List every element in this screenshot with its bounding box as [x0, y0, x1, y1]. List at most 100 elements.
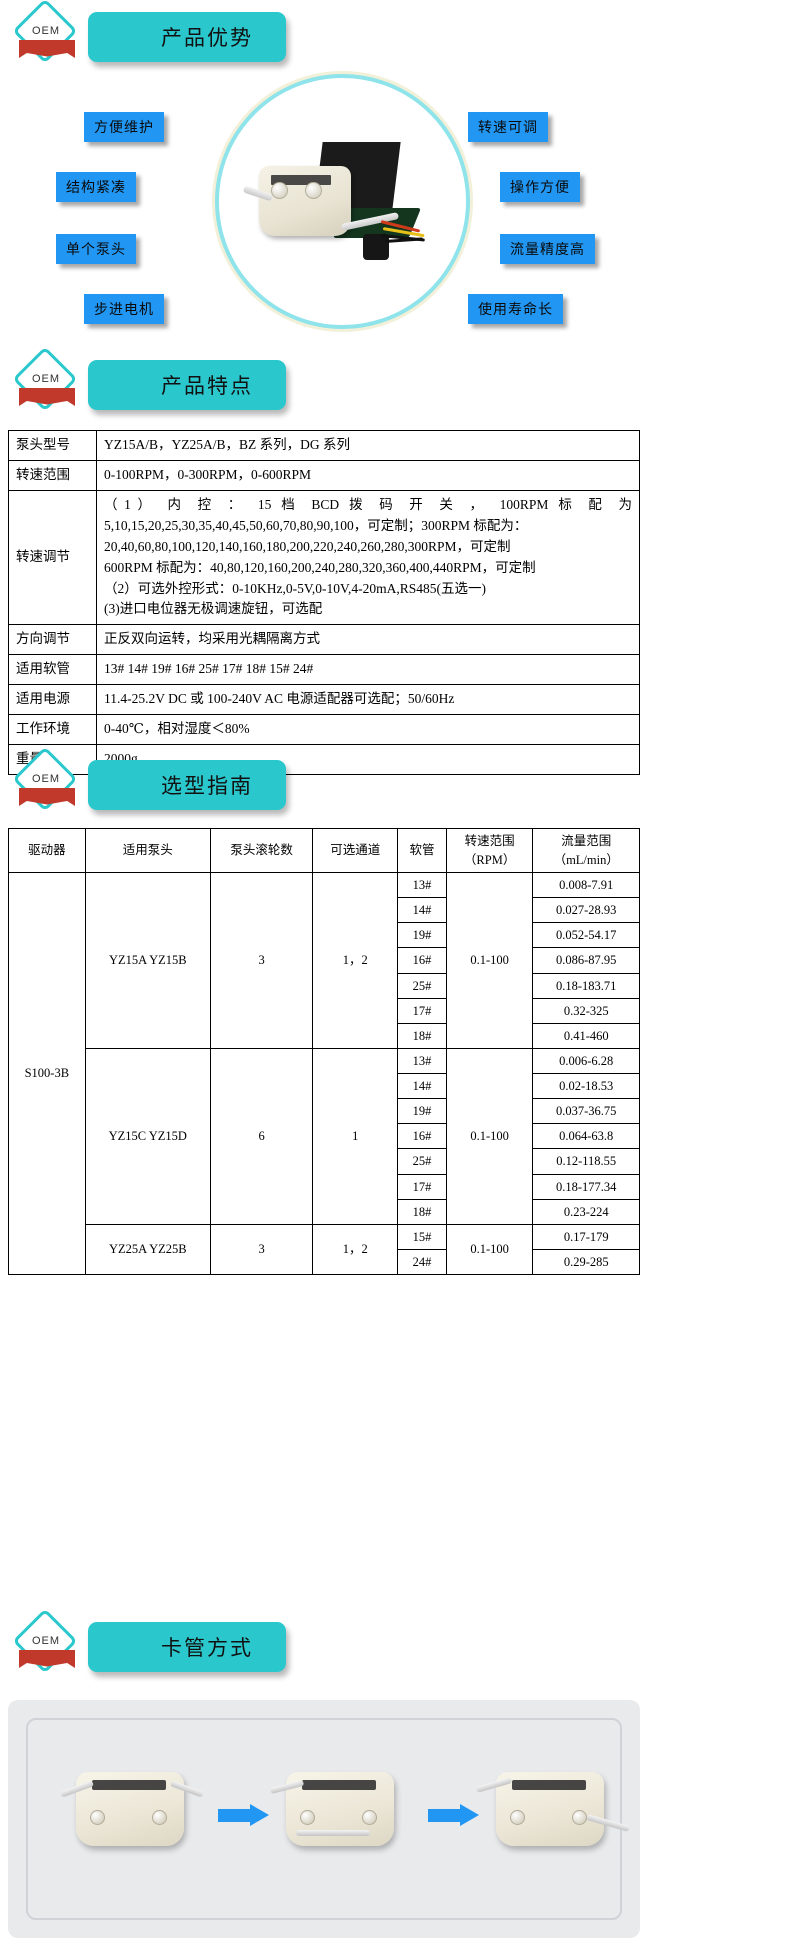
oem-badge-label: OEM — [31, 1635, 61, 1647]
wire-harness — [380, 216, 435, 246]
cell-tube: 14# — [397, 1072, 447, 1100]
spec-key: 转速范围 — [8, 459, 97, 491]
specification-table: 泵头型号 YZ15A/B，YZ25A/B，BZ 系列，DG 系列 转速范围 0-… — [8, 430, 640, 775]
table-row: 16# 0.086-87.95 — [9, 947, 640, 974]
table-row: 17# 0.18-177.34 — [9, 1173, 640, 1200]
section-title-advantages: 产品优势 — [161, 27, 253, 50]
spec-key: 工作环境 — [8, 714, 97, 746]
screw-right-icon — [362, 1810, 377, 1825]
cell-flow-range: 0.29-285 — [532, 1248, 640, 1276]
screw-right-icon — [152, 1810, 167, 1825]
wire-black-2 — [384, 237, 424, 243]
screw-left-icon — [90, 1810, 105, 1825]
spec-line: 20,40,60,80,100,120,140,160,180,200,220,… — [104, 538, 511, 554]
cell-tube: 18# — [397, 1022, 447, 1049]
pump-label — [512, 1780, 586, 1790]
feature-tag-right-2: 操作方便 — [500, 172, 580, 202]
pump-label — [92, 1780, 166, 1790]
ribbon-icon — [19, 40, 75, 58]
cell-pump-head: YZ15C YZ15D — [84, 1047, 211, 1225]
tube-step-2 — [269, 1762, 404, 1858]
oem-badge-label: OEM — [31, 25, 61, 37]
roller-knob-left — [271, 182, 288, 199]
spec-value-multiline: （1） 内 控 ： 15 档 BCD 拨 码 开 关 ， 100RPM 标 配 … — [96, 489, 640, 626]
cell-tube: 14# — [397, 897, 447, 924]
cell-flow-range: 0.027-28.93 — [532, 897, 640, 924]
peristaltic-pump-image — [242, 138, 451, 268]
feature-tag-right-1: 转速可调 — [468, 112, 548, 142]
spec-line: （2）可选外控形式：0-10KHz,0-5V,0-10V,4-20mA,RS48… — [104, 580, 486, 596]
tube-loaded — [296, 1830, 370, 1836]
cell-tube: 24# — [397, 1248, 447, 1276]
table-row: YZ25A YZ25B 3 1，2 15# 0.1-100 0.17-179 — [9, 1223, 640, 1276]
cell-channels: 1，2 — [312, 872, 399, 1049]
cell-tube: 19# — [397, 1098, 447, 1125]
pump-head — [259, 166, 351, 236]
cell-speed-range: 0.1-100 — [445, 872, 534, 1049]
cell-flow-range: 0.008-7.91 — [532, 871, 640, 899]
ribbon-icon — [19, 788, 75, 806]
cell-flow-range: 0.006-6.28 — [532, 1047, 640, 1075]
cell-flow-range: 0.02-18.53 — [532, 1072, 640, 1100]
spec-key: 方向调节 — [8, 624, 97, 656]
ribbon-icon — [19, 1650, 75, 1668]
section-banner-tubing: 卡管方式 OEM — [0, 1608, 800, 1682]
spec-value: 11.4-25.2V DC 或 100-240V AC 电源适配器可选配；50/… — [96, 684, 640, 716]
spec-value: 0-40℃，相对湿度＜80% — [96, 714, 640, 746]
table-row: 适用电源 11.4-25.2V DC 或 100-240V AC 电源适配器可选… — [8, 684, 640, 716]
cell-pump-head: YZ25A YZ25B — [84, 1223, 211, 1276]
table-row: S100-3B YZ15A YZ15B 3 1，2 13# 0.1-100 0.008-7.… — [8, 871, 640, 1275]
section-banner-advantages: 产品优势 OEM — [0, 0, 800, 72]
spec-line: 5,10,15,20,25,30,35,40,45,50,60,70,80,90… — [104, 517, 528, 533]
screw-left-icon — [300, 1810, 315, 1825]
section-banner-features: 产品特点 OEM — [0, 346, 800, 420]
oem-badge: OEM — [12, 346, 82, 416]
table-row: 泵头型号 YZ15A/B，YZ25A/B，BZ 系列，DG 系列 — [8, 430, 640, 461]
cell-tube: 17# — [397, 997, 447, 1024]
banner-bar — [88, 1622, 286, 1672]
section-banner-selection: 选型指南 OEM — [0, 746, 800, 820]
table-row: 25# 0.12-118.55 — [9, 1148, 640, 1175]
tube-step-1 — [59, 1762, 205, 1858]
arrow-tip — [250, 1804, 269, 1826]
stepper-motor — [363, 234, 389, 260]
arrow-tip — [460, 1804, 479, 1826]
spec-value: 13# 14# 19# 16# 25# 17# 18# 15# 24# — [96, 654, 640, 686]
cell-flow-range: 0.41-460 — [532, 1022, 640, 1049]
cell-flow-range: 0.086-87.95 — [532, 947, 640, 974]
product-photo-circle — [215, 74, 470, 329]
cell-tube: 13# — [397, 1047, 447, 1075]
pump-label — [302, 1780, 376, 1790]
screw-right-icon — [572, 1810, 587, 1825]
cell-flow-range: 0.064-63.8 — [532, 1123, 640, 1150]
column-header: 驱动器 — [8, 828, 86, 873]
feature-tag-left-2: 结构紧凑 — [56, 172, 136, 202]
spec-key: 适用软管 — [8, 654, 97, 686]
cell-driver: S100-3B — [8, 872, 86, 1275]
column-header: 转速范围 （RPM） — [445, 828, 534, 873]
banner-bar — [88, 360, 286, 410]
cell-flow-range: 0.18-183.71 — [532, 972, 640, 999]
step-arrow-1-icon — [218, 1804, 270, 1826]
cell-tube: 19# — [397, 922, 447, 949]
cell-rollers: 3 — [209, 1223, 314, 1276]
oem-badge-label: OEM — [31, 373, 61, 385]
cell-tube: 25# — [397, 972, 447, 999]
cell-tube: 13# — [397, 871, 447, 899]
cell-tube: 16# — [397, 1123, 447, 1150]
table-row: 转速调节 （1） 内 控 ： 15 档 BCD 拨 码 开 关 ， 100RPM… — [8, 489, 640, 626]
table-row: 24# 0.29-285 — [9, 1248, 640, 1276]
pump-head-body — [496, 1772, 604, 1846]
table-row: 19# 0.052-54.17 — [9, 922, 640, 949]
spec-line: 600RPM 标配为：40,80,120,160,200,240,280,320… — [104, 559, 536, 575]
cell-channels: 1 — [312, 1047, 399, 1225]
section-title-features: 产品特点 — [161, 375, 253, 398]
feature-tag-left-4: 步进电机 — [84, 294, 164, 324]
cell-tube: 15# — [397, 1223, 447, 1250]
table-row: 18# 0.41-460 — [9, 1022, 640, 1049]
table-row: 工作环境 0-40℃，相对湿度＜80% — [8, 714, 640, 746]
table-row: 转速范围 0-100RPM，0-300RPM，0-600RPM — [8, 459, 640, 491]
cell-flow-range: 0.037-36.75 — [532, 1098, 640, 1125]
arrow-shaft — [428, 1809, 462, 1822]
pump-label — [271, 175, 331, 185]
